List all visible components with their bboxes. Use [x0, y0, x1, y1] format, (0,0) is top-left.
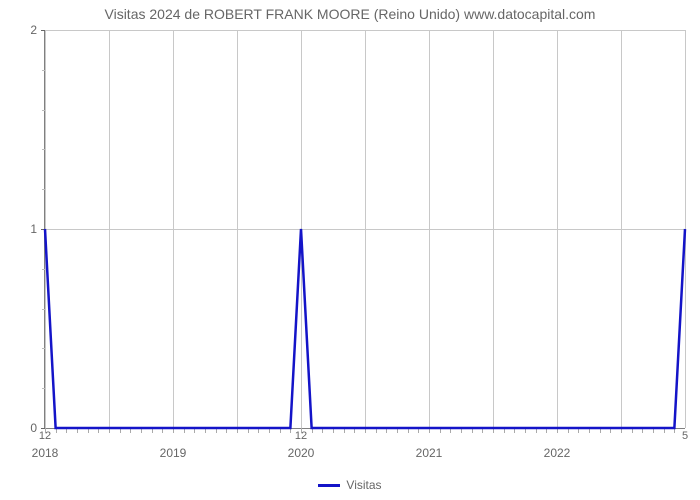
- data-point-label: 12: [295, 430, 307, 442]
- data-point-label: 5: [682, 430, 688, 442]
- y-axis-label: 0: [30, 421, 37, 435]
- y-axis-label: 2: [30, 23, 37, 37]
- x-axis-label: 2021: [416, 446, 443, 460]
- legend-swatch: [318, 484, 340, 487]
- x-axis-label: 2019: [160, 446, 187, 460]
- x-axis-label: 2022: [544, 446, 571, 460]
- line-series: [45, 30, 685, 428]
- legend: Visitas: [0, 478, 700, 492]
- x-axis-label: 2018: [32, 446, 59, 460]
- chart-title: Visitas 2024 de ROBERT FRANK MOORE (Rein…: [0, 6, 700, 22]
- y-axis-label: 1: [30, 222, 37, 236]
- plot-area: 0122018201920202021202212125: [44, 30, 685, 429]
- data-point-label: 12: [39, 430, 51, 442]
- chart-container: Visitas 2024 de ROBERT FRANK MOORE (Rein…: [0, 0, 700, 500]
- legend-label: Visitas: [346, 478, 381, 492]
- x-axis-label: 2020: [288, 446, 315, 460]
- grid-vertical: [685, 30, 686, 428]
